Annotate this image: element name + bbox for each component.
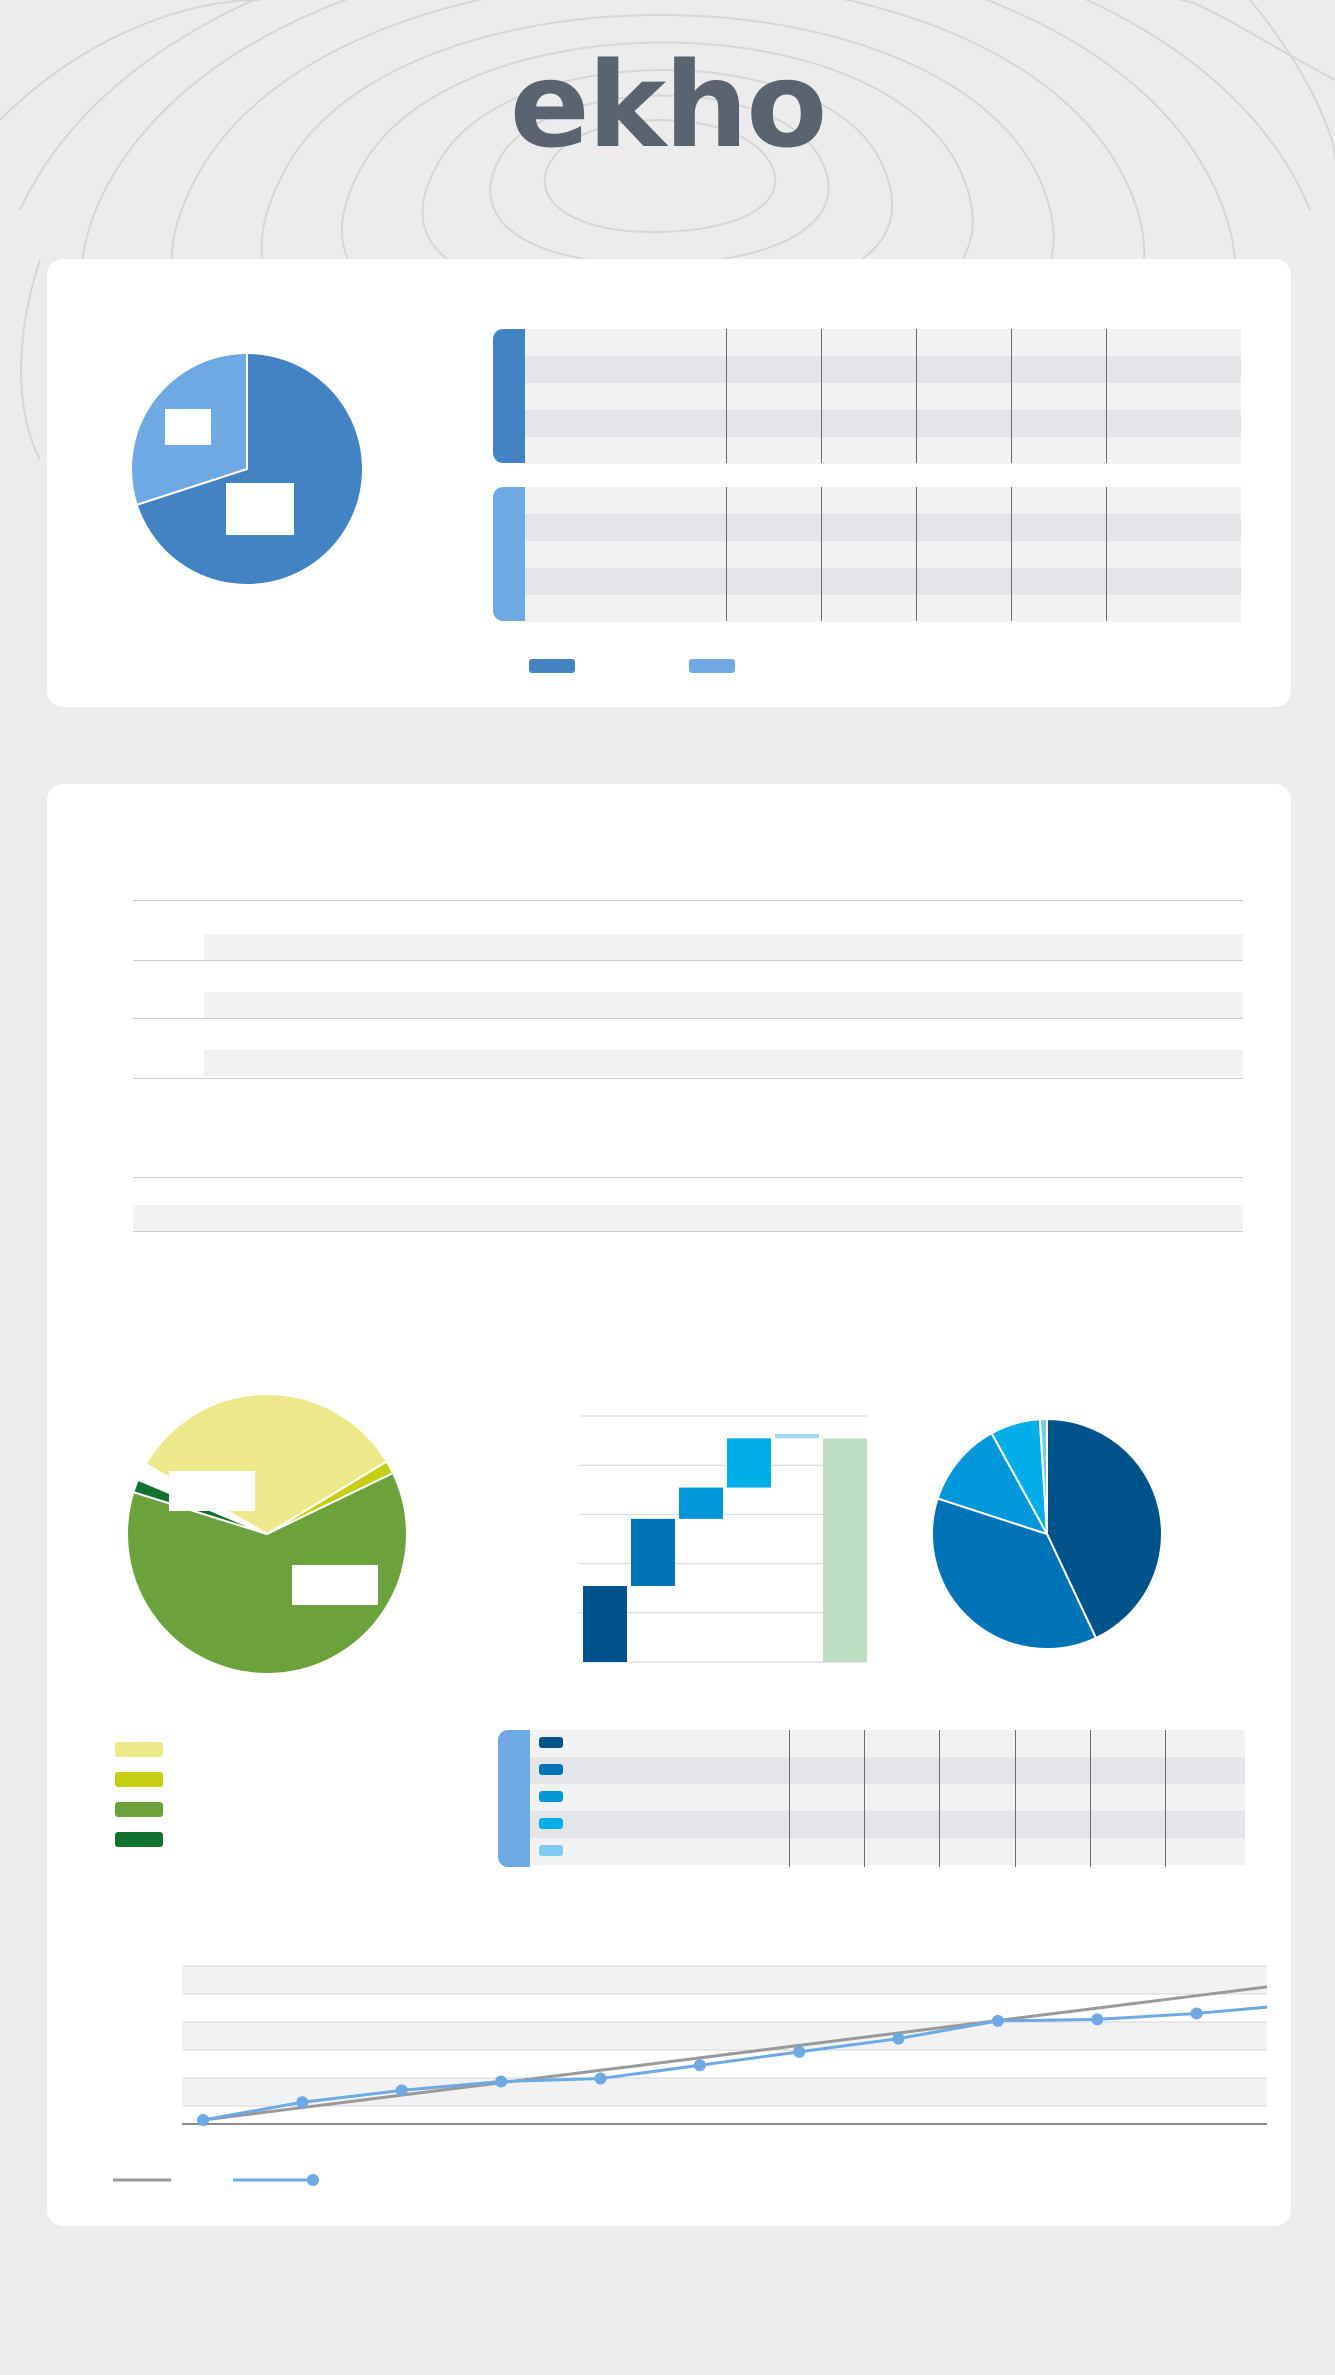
data-point — [395, 2084, 408, 2097]
data-point — [892, 2032, 905, 2045]
waterfall-bar-5 — [775, 1433, 819, 1439]
legend-marker — [307, 2174, 319, 2186]
table-row — [530, 1730, 1245, 1757]
data-point — [693, 2059, 706, 2072]
pie-chart-3 — [931, 1417, 1163, 1650]
data-point — [1190, 2007, 1203, 2020]
table-row — [525, 487, 1241, 514]
pie-slice-3 — [127, 1471, 408, 1675]
brand-logo: ekho — [509, 36, 828, 174]
table-row — [525, 356, 1241, 383]
pie-slice-3 — [936, 1431, 1050, 1536]
data-point — [1091, 2013, 1104, 2026]
table-group-band — [498, 1730, 530, 1867]
bar — [204, 1050, 1243, 1076]
grid-band — [182, 2022, 1267, 2050]
detail-card — [47, 784, 1291, 2226]
table-row — [530, 1811, 1245, 1838]
waterfall-bar-4 — [727, 1438, 771, 1488]
table-row — [525, 437, 1241, 464]
grid-band — [182, 1966, 1267, 1994]
data-table-3 — [498, 1730, 1245, 1867]
data-label-box — [169, 1471, 255, 1511]
series-line-1 — [202, 1985, 1267, 2122]
data-label-box — [226, 483, 294, 535]
table-row — [525, 410, 1241, 437]
pie-chart-1 — [130, 351, 364, 586]
waterfall-bar-2 — [631, 1518, 675, 1586]
legend-swatch — [115, 1742, 163, 1757]
data-point — [793, 2045, 806, 2058]
table-row — [525, 383, 1241, 410]
table-row — [525, 595, 1241, 622]
data-point — [991, 2014, 1004, 2027]
legend-swatch — [115, 1832, 163, 1847]
data-point — [594, 2072, 607, 2085]
table-row — [530, 1784, 1245, 1811]
waterfall-bar-3 — [679, 1487, 723, 1519]
waterfall-bar-6 — [823, 1438, 867, 1662]
table-row — [530, 1757, 1245, 1784]
table-row — [530, 1838, 1245, 1865]
legend-swatch — [689, 659, 735, 673]
data-table-2 — [493, 487, 1241, 622]
data-label-box — [292, 1565, 378, 1605]
pie-slice-5 — [1038, 1417, 1048, 1535]
data-point — [296, 2096, 309, 2109]
data-table-1 — [493, 329, 1241, 464]
pie-slice-2 — [931, 1497, 1098, 1650]
bar — [204, 992, 1243, 1018]
legend-swatch — [529, 659, 575, 673]
legend-swatch — [115, 1802, 163, 1817]
table-row — [525, 329, 1241, 356]
table-group-band — [493, 329, 525, 463]
waterfall-chart — [579, 1415, 867, 1663]
bar — [204, 934, 1243, 960]
waterfall-bar-1 — [583, 1585, 627, 1662]
data-label-box — [165, 409, 211, 445]
summary-card — [47, 259, 1291, 707]
bar — [133, 1205, 1243, 1231]
line-chart — [182, 1965, 1267, 2126]
line-chart-legend — [113, 2174, 319, 2186]
data-point — [495, 2075, 508, 2088]
pie-slice-1 — [135, 351, 364, 586]
table-row — [525, 568, 1241, 595]
table-group-band — [493, 487, 525, 621]
pie-slice-1 — [1046, 1417, 1163, 1640]
legend-swatch — [115, 1772, 163, 1787]
pie-chart-2 — [127, 1393, 408, 1675]
table-row — [525, 541, 1241, 568]
pie-slice-1 — [144, 1393, 389, 1536]
data-point — [197, 2114, 209, 2126]
series-line-2 — [202, 2005, 1267, 2122]
table-row — [525, 514, 1241, 541]
